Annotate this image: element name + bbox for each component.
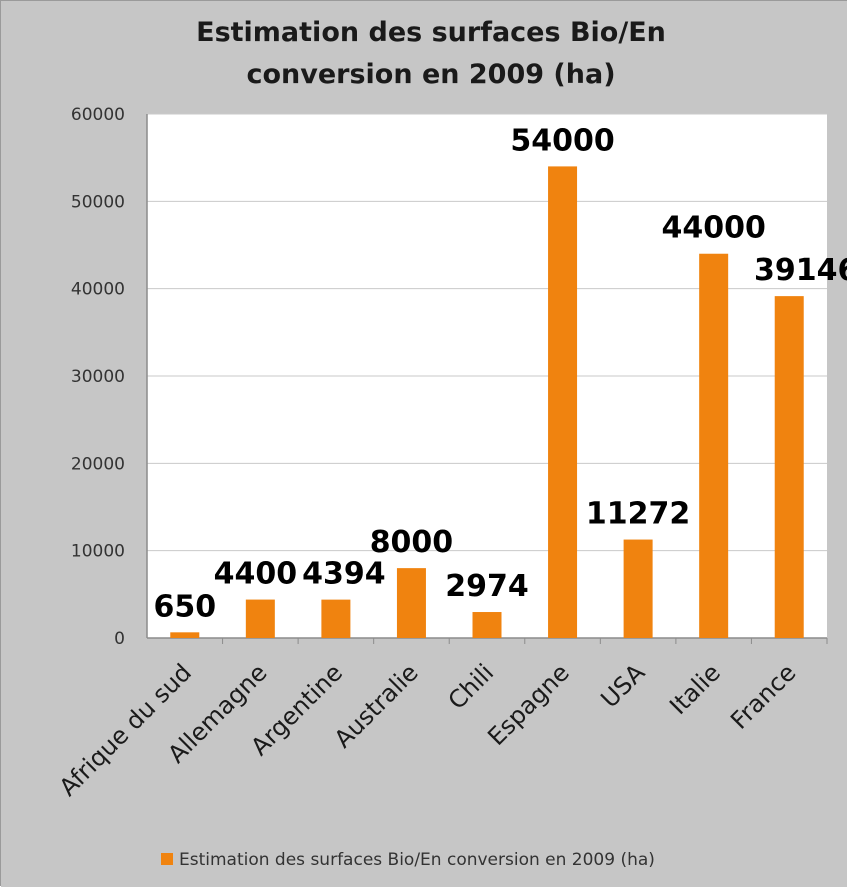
data-label: 4400: [214, 557, 298, 592]
data-label: 4394: [302, 557, 386, 592]
bar-espagne: [548, 166, 578, 638]
chart-title-line-1: Estimation des surfaces Bio/En: [196, 17, 666, 48]
bar-chili: [472, 612, 502, 638]
legend-label: Estimation des surfaces Bio/En conversio…: [179, 850, 655, 870]
data-label: 54000: [510, 123, 614, 158]
y-tick-label: 30000: [71, 367, 125, 387]
y-tick-label: 50000: [71, 192, 125, 212]
y-tick-label: 60000: [71, 105, 125, 125]
bar-argentine: [321, 599, 351, 638]
bar-allemagne: [245, 599, 275, 638]
bar-italie: [699, 253, 729, 638]
y-tick-label: 20000: [71, 454, 125, 474]
data-label: 11272: [586, 497, 690, 532]
data-label: 44000: [661, 211, 765, 246]
data-label: 650: [153, 589, 216, 624]
bar-usa: [623, 539, 653, 638]
data-label: 2974: [445, 569, 529, 604]
bars: [170, 166, 804, 638]
data-label: 8000: [370, 525, 454, 560]
y-tick-label: 40000: [71, 280, 125, 300]
y-tick-label: 10000: [71, 542, 125, 562]
y-tick-label: 0: [114, 629, 125, 649]
chart-title-line-2: conversion en 2009 (ha): [246, 59, 615, 90]
legend: Estimation des surfaces Bio/En conversio…: [161, 850, 655, 870]
bar-france: [774, 296, 804, 638]
bar-afrique-du-sud: [170, 632, 200, 638]
data-label: 39146: [754, 253, 847, 288]
bar-australie: [396, 568, 426, 638]
y-tick-labels: 0 10000 20000 30000 40000 50000 60000: [71, 105, 125, 649]
legend-swatch: [161, 853, 173, 865]
